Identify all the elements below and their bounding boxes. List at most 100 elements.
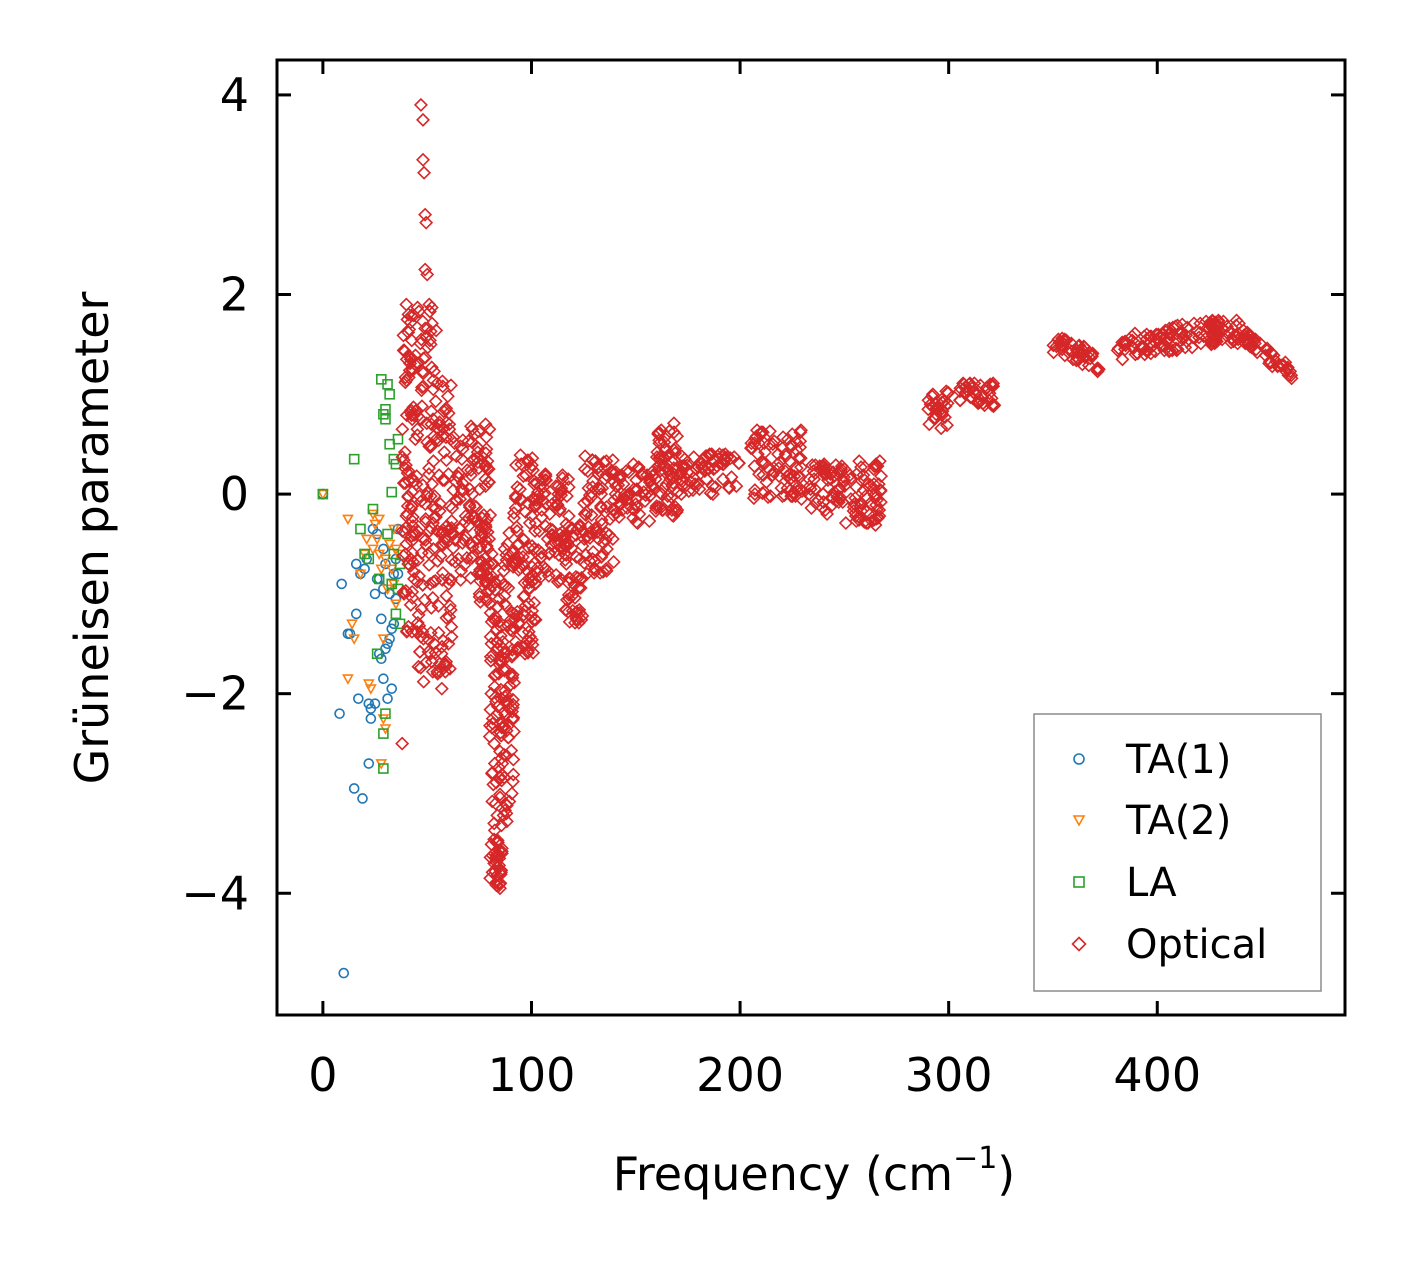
point-optical bbox=[425, 590, 440, 605]
point-ta1 bbox=[353, 693, 364, 704]
point-optical bbox=[757, 436, 772, 451]
point-optical bbox=[413, 660, 428, 675]
point-optical bbox=[1170, 342, 1185, 357]
point-ta1 bbox=[336, 578, 347, 590]
point-optical bbox=[857, 460, 872, 475]
point-optical bbox=[1162, 344, 1177, 359]
point-optical bbox=[1241, 335, 1256, 350]
point-optical bbox=[794, 423, 808, 438]
point-optical bbox=[416, 532, 431, 546]
axis-ticks bbox=[277, 60, 1345, 1015]
point-ta2 bbox=[367, 509, 379, 521]
point-optical bbox=[599, 454, 614, 469]
point-optical bbox=[511, 616, 526, 631]
point-ta2 bbox=[377, 634, 390, 645]
point-optical bbox=[403, 315, 418, 330]
point-optical bbox=[761, 490, 776, 505]
point-optical bbox=[684, 465, 699, 480]
point-optical bbox=[608, 479, 623, 494]
point-optical bbox=[570, 570, 585, 585]
point-optical bbox=[935, 404, 950, 419]
point-optical bbox=[398, 546, 413, 561]
point-optical bbox=[409, 624, 424, 639]
point-optical bbox=[482, 532, 497, 546]
point-optical bbox=[493, 628, 508, 643]
point-optical bbox=[467, 427, 482, 442]
point-optical bbox=[1165, 320, 1180, 335]
point-optical bbox=[658, 465, 672, 480]
point-optical bbox=[396, 453, 411, 468]
point-optical bbox=[491, 879, 506, 894]
point-optical bbox=[502, 701, 517, 716]
point-optical bbox=[577, 555, 592, 570]
point-optical bbox=[765, 468, 780, 483]
point-optical bbox=[458, 515, 473, 530]
point-optical bbox=[419, 215, 434, 230]
point-optical bbox=[1091, 361, 1106, 376]
point-optical bbox=[516, 589, 531, 604]
point-optical bbox=[408, 432, 423, 447]
point-optical bbox=[395, 524, 410, 538]
point-optical bbox=[405, 510, 420, 525]
point-optical bbox=[423, 646, 438, 661]
point-optical bbox=[508, 501, 523, 516]
x-tick-label: 100 bbox=[488, 1048, 576, 1102]
point-optical bbox=[413, 412, 428, 427]
point-optical bbox=[677, 452, 692, 467]
point-optical bbox=[505, 670, 520, 685]
point-optical bbox=[804, 501, 819, 516]
point-optical bbox=[528, 524, 543, 538]
point-optical bbox=[1173, 327, 1188, 342]
point-optical bbox=[640, 468, 655, 483]
point-optical bbox=[423, 440, 438, 455]
point-optical bbox=[561, 472, 576, 487]
point-ta2 bbox=[385, 564, 398, 576]
point-optical bbox=[457, 533, 472, 547]
point-optical bbox=[722, 481, 737, 496]
point-optical bbox=[564, 521, 579, 536]
point-optical bbox=[422, 461, 437, 476]
point-optical bbox=[588, 454, 603, 469]
point-optical bbox=[656, 481, 671, 496]
point-optical bbox=[414, 380, 429, 395]
point-optical bbox=[578, 508, 593, 523]
point-optical bbox=[485, 711, 500, 726]
point-optical bbox=[414, 399, 429, 414]
point-ta1 bbox=[350, 608, 362, 620]
point-optical bbox=[416, 631, 431, 646]
point-ta1 bbox=[334, 708, 345, 719]
point-optical bbox=[411, 659, 426, 674]
point-optical bbox=[786, 485, 801, 500]
point-optical bbox=[522, 516, 537, 531]
point-optical bbox=[446, 483, 461, 498]
point-optical bbox=[499, 748, 514, 763]
point-optical bbox=[582, 531, 597, 545]
point-optical bbox=[410, 524, 425, 538]
point-optical bbox=[395, 736, 410, 751]
point-optical bbox=[419, 416, 434, 431]
point-optical bbox=[557, 541, 572, 556]
point-optical bbox=[490, 835, 505, 850]
point-optical bbox=[433, 548, 448, 563]
point-optical bbox=[791, 451, 806, 466]
point-optical bbox=[774, 481, 789, 496]
point-optical bbox=[759, 475, 774, 490]
point-optical bbox=[416, 152, 430, 167]
point-optical bbox=[554, 481, 569, 496]
point-optical bbox=[524, 574, 539, 589]
point-optical bbox=[510, 524, 525, 538]
point-optical bbox=[679, 478, 694, 493]
point-optical bbox=[1157, 343, 1172, 358]
point-optical bbox=[580, 464, 595, 479]
point-optical bbox=[510, 640, 525, 655]
point-optical bbox=[487, 816, 502, 831]
point-optical bbox=[499, 814, 514, 829]
x-axis-title-superscript: −1 bbox=[953, 1141, 997, 1176]
point-optical bbox=[506, 710, 521, 725]
point-optical bbox=[418, 533, 433, 547]
point-optical bbox=[445, 528, 460, 542]
point-optical bbox=[1046, 345, 1061, 360]
point-la bbox=[392, 433, 404, 445]
point-optical bbox=[596, 536, 611, 550]
point-optical bbox=[431, 433, 446, 448]
